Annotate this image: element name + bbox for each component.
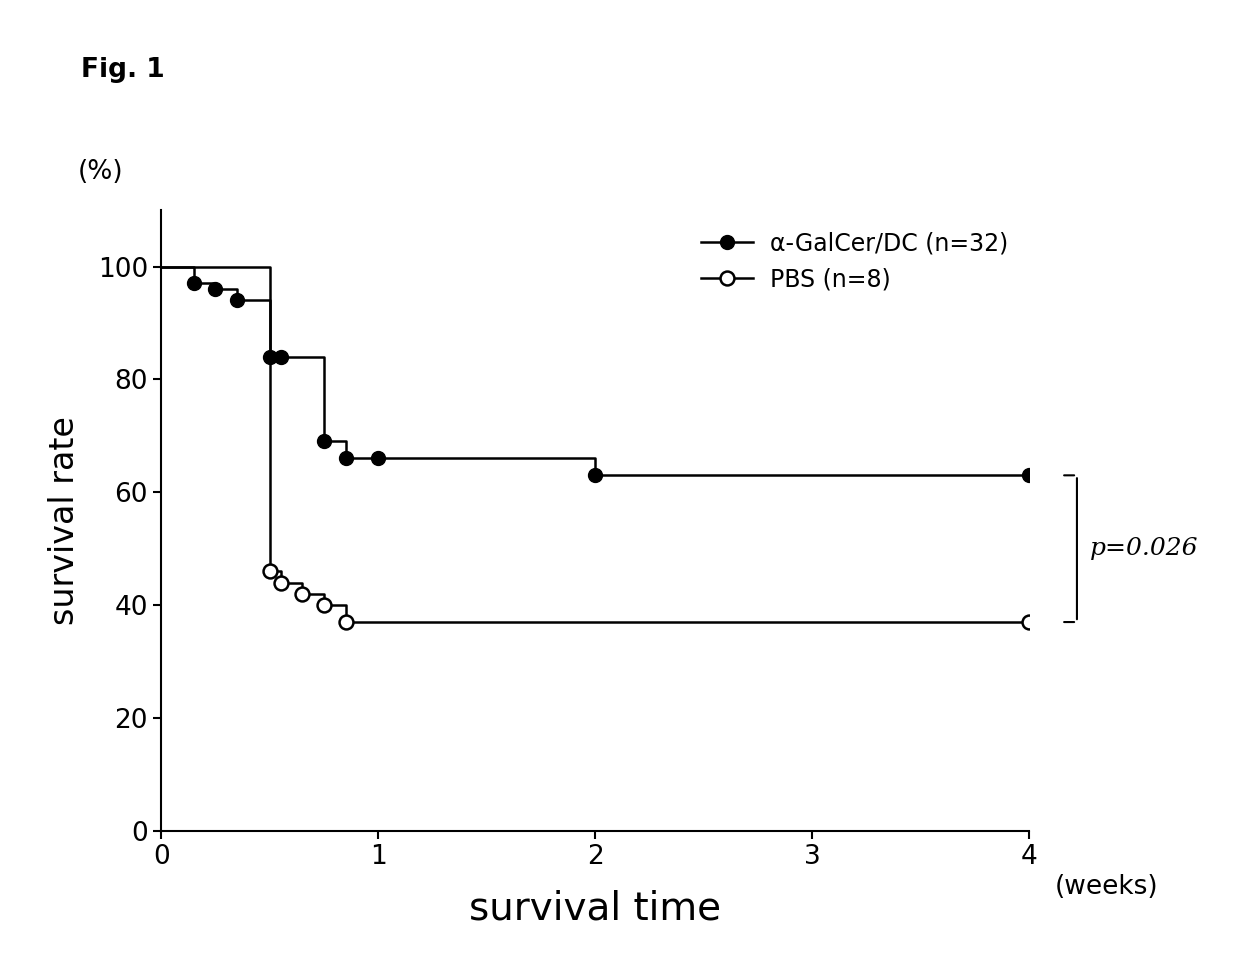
Text: p=0.026: p=0.026 — [1090, 538, 1198, 561]
Y-axis label: survival rate: survival rate — [48, 416, 81, 625]
Text: Fig. 1: Fig. 1 — [81, 57, 165, 83]
Text: (%): (%) — [78, 159, 123, 185]
X-axis label: survival time: survival time — [469, 889, 722, 927]
Legend: α-GalCer/DC (n=32), PBS (n=8): α-GalCer/DC (n=32), PBS (n=8) — [692, 222, 1017, 301]
Text: (weeks): (weeks) — [1055, 875, 1159, 901]
